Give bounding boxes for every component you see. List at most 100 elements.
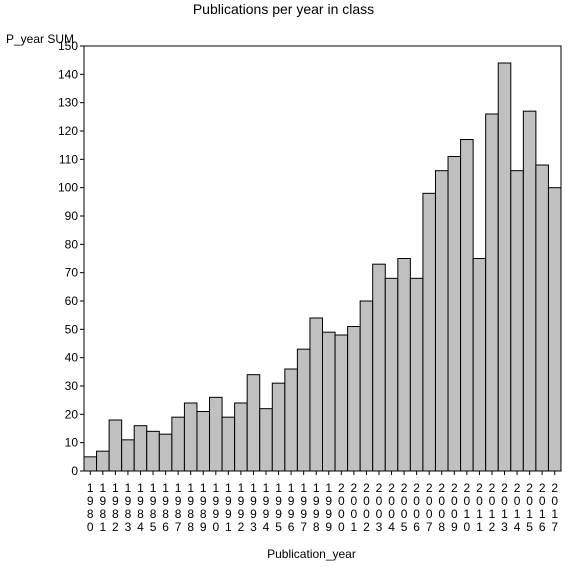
bar-1984 [133,425,148,472]
bar-1996 [284,368,298,472]
bar-1992 [234,402,248,472]
bar-1980 [83,456,98,472]
bar-2015 [522,110,537,472]
bar-1982 [108,419,123,472]
bar-2008 [434,170,449,472]
bar-2011 [472,258,487,472]
bar-2014 [510,170,524,472]
x-axis-label: Publication_year [267,547,356,561]
y-tick-label: 40 [65,351,79,365]
bar-1998 [309,317,324,472]
y-tick-label: 110 [59,152,78,166]
plot-frame [83,45,562,472]
bar-2012 [485,113,499,472]
bar-2017 [547,187,562,472]
bar-1989 [196,411,211,472]
bar-2013 [497,62,512,472]
bar-1997 [296,348,311,472]
chart-title: Publications per year in class [192,1,375,17]
bar-2016 [535,164,549,472]
y-tick-label: 10 [65,436,79,450]
bar-2001 [347,326,361,472]
y-tick-label: 80 [65,237,79,251]
y-tick-label: 120 [58,124,78,138]
y-tick-label: 90 [65,209,79,223]
y-axis-label: P_year SUM [6,32,75,46]
bar-2010 [460,139,474,472]
bar-1994 [259,408,273,472]
x-axis: 1 9 8 0 1 9 8 1 1 9 8 2 1 9 8 3 1 9 8 4 1 9 8 5 1 9 8 6 1 9 8 7 1 9 8 8 1 9 8 9… [87,471,558,534]
bar-2003 [372,263,386,472]
bar-1990 [209,396,223,472]
y-tick-label: 130 [58,96,78,110]
y-tick-label: 100 [58,181,78,195]
bar-1981 [96,450,110,472]
y-axis: 0 10 20 30 40 50 60 70 80 90 100 110 120 130 140 150 [58,39,84,478]
y-tick-label: 70 [65,266,79,280]
bar-2002 [359,300,374,472]
bar-1983 [121,439,135,472]
bar-2005 [397,258,411,472]
bar-1991 [221,416,236,472]
bar-1985 [146,430,160,472]
y-tick-label: 140 [58,67,78,81]
bar-1995 [271,382,286,472]
y-tick-label: 0 [71,464,78,478]
bar-1999 [322,331,336,472]
y-tick-label: 60 [65,294,79,308]
bar-2004 [384,277,399,472]
bar-2000 [334,334,349,472]
y-tick-label: 20 [65,407,79,421]
bars-group [83,62,562,472]
y-tick-label: 150 [58,39,78,53]
bar-2007 [422,192,436,472]
bar-1993 [246,374,261,472]
bar-1988 [183,402,198,472]
bar-1986 [158,433,173,472]
y-tick-label: 50 [65,322,79,336]
bar-1987 [171,416,185,472]
bar-2009 [447,156,462,472]
bar-2006 [409,277,424,472]
y-tick-label: 30 [65,379,79,393]
